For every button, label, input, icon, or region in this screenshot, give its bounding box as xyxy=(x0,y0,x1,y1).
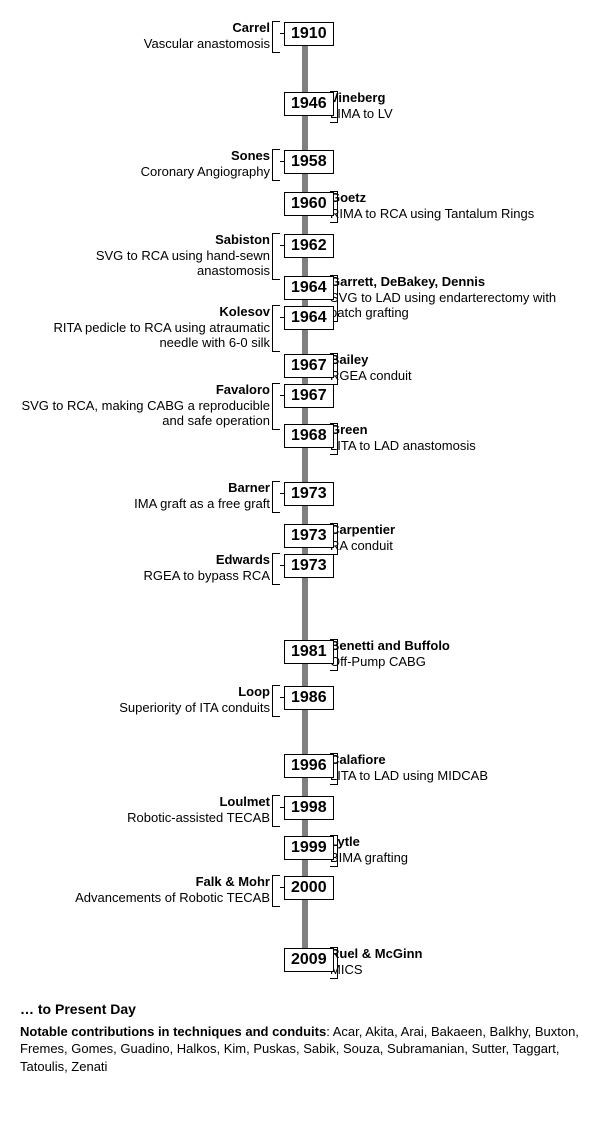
entry-desc: MICS xyxy=(330,962,580,978)
year-box: 1958 xyxy=(284,150,334,174)
entry-name: Bailey xyxy=(330,352,580,368)
year-box: 1960 xyxy=(284,192,334,216)
year-box: 1981 xyxy=(284,640,334,664)
year-box: 1998 xyxy=(284,796,334,820)
year-box: 1999 xyxy=(284,836,334,860)
entry-desc: RGEA conduit xyxy=(330,368,580,384)
timeline-entry: LoopSuperiority of ITA conduits xyxy=(20,684,270,715)
entry-desc: Advancements of Robotic TECAB xyxy=(20,890,270,906)
entry-name: Barner xyxy=(20,480,270,496)
entry-desc: RITA pedicle to RCA using atraumatic nee… xyxy=(20,320,270,351)
entry-desc: SVG to RCA using hand-sewn anastomosis xyxy=(20,248,270,279)
year-box: 1964 xyxy=(284,276,334,300)
entry-name: Vineberg xyxy=(330,90,580,106)
footer: … to Present Day Notable contributions i… xyxy=(20,1000,580,1076)
entry-desc: RIMA to RCA using Tantalum Rings xyxy=(330,206,580,222)
entry-name: Sabiston xyxy=(20,232,270,248)
entry-desc: LIMA to LV xyxy=(330,106,580,122)
entry-desc: SVG to RCA, making CABG a reproducible a… xyxy=(20,398,270,429)
entry-desc: Vascular anastomosis xyxy=(20,36,270,52)
connector-bracket xyxy=(272,481,280,513)
connector-bracket xyxy=(272,685,280,717)
year-box: 1973 xyxy=(284,524,334,548)
year-box: 1967 xyxy=(284,384,334,408)
entry-name: Carpentier xyxy=(330,522,580,538)
timeline-entry: Ruel & McGinnMICS xyxy=(330,946,580,977)
entry-desc: IMA graft as a free graft xyxy=(20,496,270,512)
timeline-entry: KolesovRITA pedicle to RCA using atrauma… xyxy=(20,304,270,351)
entry-name: Edwards xyxy=(20,552,270,568)
entry-desc: RGEA to bypass RCA xyxy=(20,568,270,584)
timeline-entry: Falk & MohrAdvancements of Robotic TECAB xyxy=(20,874,270,905)
entry-desc: Coronary Angiography xyxy=(20,164,270,180)
entry-name: Calafiore xyxy=(330,752,580,768)
timeline-entry: BaileyRGEA conduit xyxy=(330,352,580,383)
footer-lead: … to Present Day xyxy=(20,1000,580,1019)
connector-bracket xyxy=(272,383,280,430)
timeline-entry: CalafioreLITA to LAD using MIDCAB xyxy=(330,752,580,783)
entry-desc: Robotic-assisted TECAB xyxy=(20,810,270,826)
entry-desc: LITA to LAD using MIDCAB xyxy=(330,768,580,784)
entry-name: Falk & Mohr xyxy=(20,874,270,890)
timeline-entry: CarrelVascular anastomosis xyxy=(20,20,270,51)
year-box: 1964 xyxy=(284,306,334,330)
entry-desc: SVG to LAD using endarterectomy with pat… xyxy=(330,290,580,321)
connector-bracket xyxy=(272,553,280,585)
entry-desc: BIMA grafting xyxy=(330,850,580,866)
footer-body: Notable contributions in techniques and … xyxy=(20,1023,580,1076)
timeline-entry: FavaloroSVG to RCA, making CABG a reprod… xyxy=(20,382,270,429)
entry-name: Ruel & McGinn xyxy=(330,946,580,962)
timeline-entry: GreenLITA to LAD anastomosis xyxy=(330,422,580,453)
year-box: 1946 xyxy=(284,92,334,116)
entry-name: Loop xyxy=(20,684,270,700)
year-box: 1986 xyxy=(284,686,334,710)
connector-bracket xyxy=(272,149,280,181)
footer-heading: Notable contributions in techniques and … xyxy=(20,1024,326,1039)
timeline-entry: SonesCoronary Angiography xyxy=(20,148,270,179)
entry-desc: Off-Pump CABG xyxy=(330,654,580,670)
entry-name: Garrett, DeBakey, Dennis xyxy=(330,274,580,290)
entry-desc: LITA to LAD anastomosis xyxy=(330,438,580,454)
year-box: 1962 xyxy=(284,234,334,258)
timeline-entry: Benetti and BuffoloOff-Pump CABG xyxy=(330,638,580,669)
entry-name: Carrel xyxy=(20,20,270,36)
entry-name: Favaloro xyxy=(20,382,270,398)
entry-name: Goetz xyxy=(330,190,580,206)
entry-desc: RA conduit xyxy=(330,538,580,554)
entry-desc: Superiority of ITA conduits xyxy=(20,700,270,716)
year-box: 1973 xyxy=(284,554,334,578)
timeline-entry: CarpentierRA conduit xyxy=(330,522,580,553)
year-box: 2009 xyxy=(284,948,334,972)
connector-bracket xyxy=(272,233,280,280)
year-box: 2000 xyxy=(284,876,334,900)
entry-name: Benetti and Buffolo xyxy=(330,638,580,654)
connector-bracket xyxy=(272,305,280,352)
year-box: 1967 xyxy=(284,354,334,378)
connector-bracket xyxy=(272,875,280,907)
entry-name: Loulmet xyxy=(20,794,270,810)
entry-name: Kolesov xyxy=(20,304,270,320)
entry-name: Lytle xyxy=(330,834,580,850)
entry-name: Green xyxy=(330,422,580,438)
entry-name: Sones xyxy=(20,148,270,164)
timeline-entry: SabistonSVG to RCA using hand-sewn anast… xyxy=(20,232,270,279)
timeline-entry: EdwardsRGEA to bypass RCA xyxy=(20,552,270,583)
year-box: 1968 xyxy=(284,424,334,448)
year-box: 1910 xyxy=(284,22,334,46)
year-box: 1973 xyxy=(284,482,334,506)
connector-bracket xyxy=(272,795,280,827)
connector-bracket xyxy=(272,21,280,53)
timeline-entry: BarnerIMA graft as a free graft xyxy=(20,480,270,511)
timeline-entry: Garrett, DeBakey, DennisSVG to LAD using… xyxy=(330,274,580,321)
timeline-entry: GoetzRIMA to RCA using Tantalum Rings xyxy=(330,190,580,221)
timeline-entry: LytleBIMA grafting xyxy=(330,834,580,865)
timeline-entry: VinebergLIMA to LV xyxy=(330,90,580,121)
year-box: 1996 xyxy=(284,754,334,778)
timeline-entry: LoulmetRobotic-assisted TECAB xyxy=(20,794,270,825)
